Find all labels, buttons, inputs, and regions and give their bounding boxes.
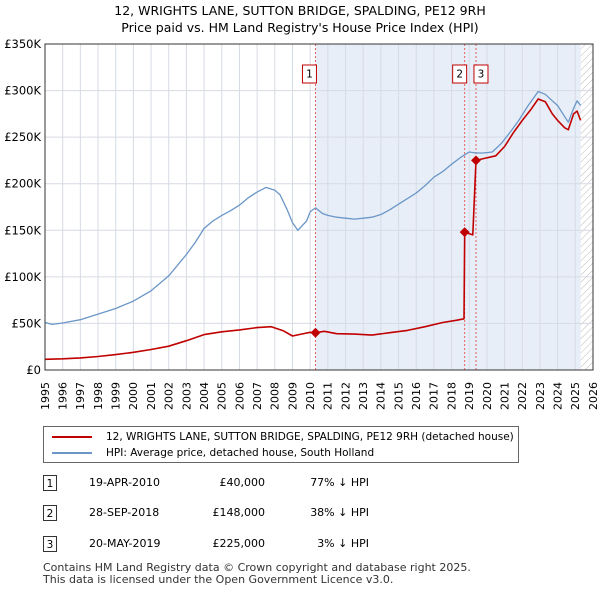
x-tick-label: 2005 [216, 382, 229, 410]
sale-label: 2 [456, 69, 463, 81]
transaction-date: 28-SEP-2018 [89, 506, 160, 519]
y-tick-label: £250K [4, 130, 41, 144]
transaction-hpi-diff: 77% ↓ HPI [310, 476, 369, 489]
transaction-hpi-diff: 38% ↓ HPI [310, 506, 369, 519]
x-tick-label: 2021 [498, 382, 511, 410]
x-tick-label: 1996 [57, 382, 70, 410]
x-tick-label: 2026 [587, 382, 600, 410]
sale-point [459, 227, 470, 238]
transaction-hpi-diff: 3% ↓ HPI [317, 537, 369, 550]
x-tick-label: 2025 [569, 382, 582, 410]
y-tick-label: £300K [4, 84, 41, 98]
y-tick-label: £150K [4, 223, 41, 237]
y-tick-label: £0 [26, 363, 41, 377]
x-tick-label: 1997 [74, 382, 87, 410]
legend-item-property: 12, WRIGHTS LANE, SUTTON BRIDGE, SPALDIN… [52, 429, 514, 445]
footer-copyright: Contains HM Land Registry data © Crown c… [43, 561, 471, 574]
x-tick-label: 2012 [339, 382, 352, 410]
x-tick-label: 2000 [127, 382, 140, 410]
x-tick-label: 2009 [286, 382, 299, 410]
x-tick-label: 1999 [110, 382, 123, 410]
x-tick-label: 2023 [534, 382, 547, 410]
sale-label-box [301, 64, 317, 84]
x-tick-label: 2003 [180, 382, 193, 410]
price-chart: 1995 1996 1997 1998 1999 2000 2001 2002 2003 2004… [4, 37, 600, 410]
x-tick-label: 2015 [392, 382, 405, 410]
transaction-price: £40,000 [219, 476, 266, 489]
legend-property-label: 12, WRIGHTS LANE, SUTTON BRIDGE, SPALDIN… [106, 431, 514, 443]
hpi-line-swatch [52, 452, 92, 454]
x-tick-label: 2002 [163, 382, 176, 410]
hpi-line [44, 90, 582, 326]
future-hatched-region [580, 44, 593, 370]
y-tick-label: £350K [4, 37, 41, 51]
x-tick-label: 2010 [304, 382, 317, 410]
property-line-swatch [52, 436, 92, 438]
x-tick-label: 2019 [463, 382, 476, 410]
sale-label: 3 [478, 69, 485, 81]
x-tick-label: 2001 [145, 382, 158, 410]
x-tick-label: 2004 [198, 382, 211, 410]
plot-border [44, 43, 594, 371]
x-tick-label: 2018 [445, 382, 458, 410]
legend: 12, WRIGHTS LANE, SUTTON BRIDGE, SPALDIN… [43, 426, 519, 463]
x-tick-label: 1998 [92, 382, 105, 410]
sale-label: 1 [306, 69, 313, 81]
x-tick-label: 2016 [410, 382, 423, 410]
sale-point [310, 327, 321, 338]
sale-label-box [473, 64, 489, 84]
x-tick-label: 2020 [481, 382, 494, 410]
footer-license: This data is licensed under the Open Gov… [43, 573, 394, 586]
transaction-date: 20-MAY-2019 [89, 537, 161, 550]
property-price-line [44, 98, 582, 361]
x-tick-label: 2008 [269, 382, 282, 410]
x-tick-label: 2013 [357, 382, 370, 410]
transaction-date: 19-APR-2010 [89, 476, 161, 489]
x-tick-label: 2017 [428, 382, 441, 410]
x-tick-label: 2007 [251, 382, 264, 410]
y-tick-label: £100K [4, 270, 41, 284]
transaction-number: 3 [43, 536, 57, 552]
legend-hpi-label: HPI: Average price, detached house, Sout… [106, 447, 375, 459]
transaction-number: 1 [43, 475, 57, 491]
x-tick-label: 2014 [375, 382, 388, 410]
sale-label-box [452, 64, 468, 84]
x-tick-label: 2006 [233, 382, 246, 410]
legend-item-hpi: HPI: Average price, detached house, Sout… [52, 445, 374, 461]
chart-title: 12, WRIGHTS LANE, SUTTON BRIDGE, SPALDIN… [114, 3, 486, 18]
x-tick-label: 1995 [39, 382, 52, 410]
sale-point [471, 155, 481, 166]
x-tick-label: 2011 [322, 382, 335, 410]
y-tick-label: £50K [12, 316, 42, 330]
transaction-price: £148,000 [212, 506, 266, 519]
x-tick-label: 2022 [516, 382, 529, 410]
transaction-price: £225,000 [212, 537, 266, 550]
shaded-ownership-region [315, 44, 581, 370]
x-tick-label: 2024 [551, 382, 564, 410]
chart-subtitle: Price paid vs. HM Land Registry's House … [121, 20, 479, 35]
transaction-number: 2 [43, 505, 57, 521]
y-tick-label: £200K [4, 177, 41, 191]
